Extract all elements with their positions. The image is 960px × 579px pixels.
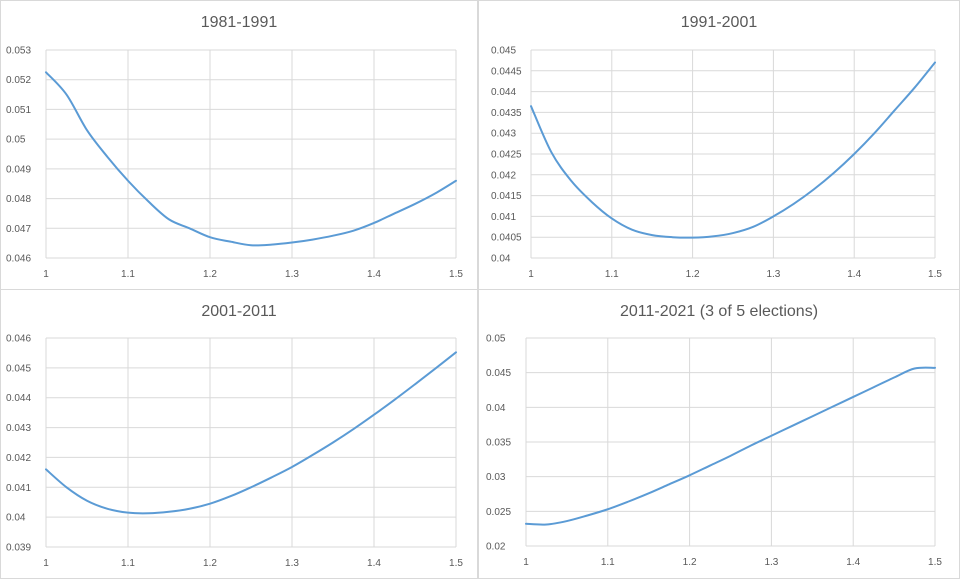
- x-tick-label: 1: [523, 557, 529, 568]
- y-tick-label: 0.041: [491, 212, 516, 223]
- x-tick-label: 1.4: [367, 558, 381, 569]
- x-tick-label: 1.1: [601, 557, 615, 568]
- y-tick-label: 0.046: [6, 334, 31, 345]
- x-tick-label: 1.5: [449, 269, 463, 280]
- series-line: [45, 71, 457, 247]
- chart-panel-2011-2021: 2011-2021 (3 of 5 elections) 0.02 0.025 0.…: [478, 289, 960, 579]
- x-tick-label: 1.1: [605, 269, 619, 280]
- y-tick-label: 0.02: [486, 542, 506, 553]
- line-chart: 0.046 0.047 0.048 0.049 0.05 0.051 0.052 0.053 1…: [6, 46, 463, 281]
- x-tick-label: 1.2: [203, 558, 217, 569]
- y-tick-label: 0.0405: [491, 233, 522, 244]
- chart-panel-1981-1991: 1981-1991 0.046 0.047 0.048 0.049 0.05 0.051 0…: [0, 0, 478, 290]
- x-tick-label: 1.2: [203, 269, 217, 280]
- chart-title: 1991-2001: [680, 14, 758, 31]
- y-tick-label: 0.05: [486, 334, 506, 345]
- line-chart: 0.039 0.04 0.041 0.042 0.043 0.044 0.045 0.046 1…: [6, 334, 463, 570]
- x-tick-label: 1.3: [285, 558, 299, 569]
- line-chart: 0.04 0.0405 0.041 0.0415 0.042 0.0425 0.043 0.0…: [491, 46, 942, 281]
- x-tick-label: 1.4: [367, 269, 381, 280]
- x-tick-label: 1.2: [686, 269, 700, 280]
- y-tick-label: 0.0415: [491, 191, 522, 202]
- chart-title: 2011-2021 (3 of 5 elections): [619, 303, 819, 320]
- y-tick-label: 0.039: [6, 543, 31, 554]
- x-tick-label: 1.5: [449, 558, 463, 569]
- y-tick-label: 0.046: [6, 254, 31, 265]
- y-tick-label: 0.042: [491, 170, 516, 181]
- y-tick-label: 0.0425: [491, 150, 522, 161]
- y-tick-label: 0.04: [6, 513, 26, 524]
- y-tick-label: 0.035: [486, 438, 511, 449]
- series-line: [45, 351, 457, 515]
- y-tick-label: 0.048: [6, 194, 31, 205]
- chart-title: 1981-1991: [200, 14, 278, 31]
- x-tick-label: 1: [43, 269, 49, 280]
- x-tick-label: 1.5: [928, 557, 942, 568]
- y-tick-label: 0.025: [486, 507, 511, 518]
- y-tick-label: 0.04: [491, 254, 511, 265]
- chart-panel-1991-2001: 1991-2001 0.04 0.0405 0.041 0.0415 0.042 0.04…: [478, 0, 960, 290]
- y-tick-label: 0.0435: [491, 108, 522, 119]
- y-tick-label: 0.0445: [491, 66, 522, 77]
- series-line: [530, 61, 936, 239]
- y-tick-label: 0.05: [6, 135, 26, 146]
- line-chart: 0.02 0.025 0.03 0.035 0.04 0.045 0.05 1 1.1 1.2 1.…: [486, 334, 942, 569]
- x-tick-label: 1: [43, 558, 49, 569]
- y-tick-label: 0.049: [6, 164, 31, 175]
- x-tick-label: 1.3: [766, 269, 780, 280]
- x-tick-label: 1: [528, 269, 534, 280]
- y-tick-label: 0.045: [491, 46, 516, 57]
- y-tick-label: 0.052: [6, 75, 31, 86]
- x-tick-label: 1.4: [847, 269, 861, 280]
- y-tick-label: 0.045: [6, 363, 31, 374]
- y-tick-label: 0.044: [6, 393, 31, 404]
- y-tick-label: 0.044: [491, 87, 516, 98]
- x-tick-label: 1.3: [764, 557, 778, 568]
- y-tick-label: 0.041: [6, 483, 31, 494]
- y-tick-label: 0.045: [486, 368, 511, 379]
- x-tick-label: 1.2: [683, 557, 697, 568]
- x-tick-label: 1.3: [285, 269, 299, 280]
- x-tick-label: 1.5: [928, 269, 942, 280]
- chart-title: 2001-2011: [201, 303, 277, 320]
- y-tick-label: 0.053: [6, 46, 31, 57]
- x-tick-label: 1.1: [121, 269, 135, 280]
- chart-panel-2001-2011: 2001-2011 0.039 0.04 0.041 0.042 0.043 0.044 0…: [0, 289, 478, 579]
- series-line: [525, 366, 936, 526]
- y-tick-label: 0.042: [6, 453, 31, 464]
- y-tick-label: 0.051: [6, 105, 31, 116]
- x-tick-label: 1.4: [846, 557, 860, 568]
- x-tick-label: 1.1: [121, 558, 135, 569]
- y-tick-label: 0.03: [486, 472, 506, 483]
- y-tick-label: 0.04: [486, 403, 506, 414]
- y-tick-label: 0.043: [6, 423, 31, 434]
- y-tick-label: 0.047: [6, 224, 31, 235]
- y-tick-label: 0.043: [491, 129, 516, 140]
